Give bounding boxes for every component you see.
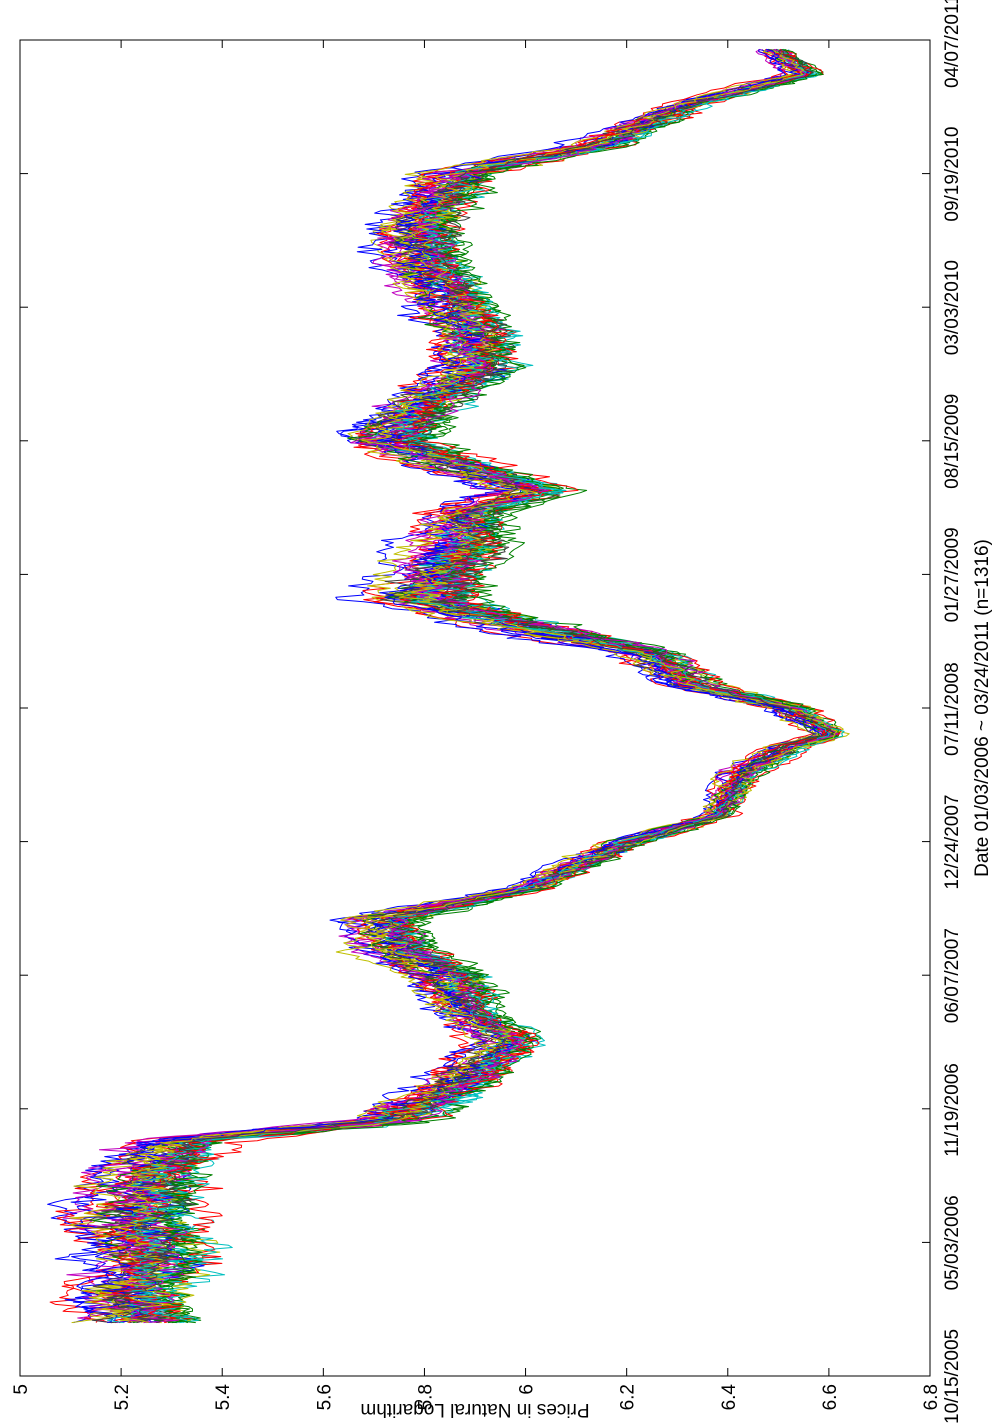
y-tick-label: 5	[11, 1384, 32, 1395]
x-tick-label: 04/07/2011	[942, 0, 963, 88]
y-tick-label: 6.8	[921, 1384, 942, 1410]
x-tick-label: 12/24/2007	[942, 795, 963, 890]
y-tick-label: 5.2	[112, 1384, 133, 1410]
x-tick-label: 09/19/2010	[942, 127, 963, 222]
series-group	[47, 48, 850, 1324]
x-tick-label: 05/03/2006	[942, 1195, 963, 1290]
x-tick-label: 06/07/2007	[942, 928, 963, 1023]
x-axis-ticks: 10/15/2005 05/03/2006 11/19/2006 06/07/2007…	[20, 0, 963, 1424]
y-tick-label: 6.6	[820, 1384, 841, 1410]
price-series-line	[111, 49, 838, 1324]
y-axis-label: Prices in Natural Logarithm	[360, 1399, 589, 1420]
x-tick-label: 11/19/2006	[942, 1063, 963, 1157]
x-tick-label: 10/15/2005	[942, 1329, 963, 1424]
x-tick-label: 03/03/2010	[942, 260, 963, 355]
price-series-line	[139, 49, 834, 1324]
y-tick-label: 5.6	[314, 1384, 335, 1410]
y-tick-label: 6.2	[618, 1384, 639, 1410]
y-tick-label: 5.4	[213, 1384, 234, 1411]
x-tick-label: 01/27/2009	[942, 527, 963, 622]
x-tick-label: 08/15/2009	[942, 394, 963, 489]
price-series-line	[106, 48, 832, 1324]
y-tick-label: 6.4	[719, 1384, 740, 1411]
price-series-line	[111, 49, 833, 1324]
y-axis-ticks: 5 5.2 5.4 5.6 5.8 6 6.2 6.4 6.6 6.8	[11, 40, 942, 1410]
x-axis-label: Date 01/03/2006 ~ 03/24/2011 (n=1316)	[972, 539, 993, 877]
x-tick-labels: 10/15/2005 05/03/2006 11/19/2006 06/07/2007…	[942, 0, 963, 1424]
y-tick-label: 6	[517, 1384, 538, 1395]
x-tick-label: 07/11/2008	[942, 662, 963, 756]
y-tick-label: 5.8	[415, 1384, 436, 1410]
